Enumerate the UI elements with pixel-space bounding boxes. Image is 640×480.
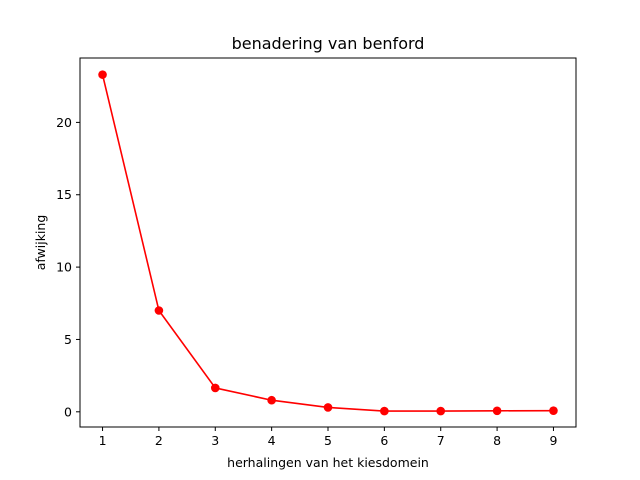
x-tick-label: 7 bbox=[437, 433, 445, 448]
y-tick-label: 15 bbox=[56, 187, 72, 202]
data-point bbox=[380, 406, 389, 416]
x-axis-label: herhalingen van het kiesdomein bbox=[227, 455, 429, 470]
x-tick-label: 8 bbox=[493, 433, 501, 448]
y-axis-label: afwijking bbox=[33, 215, 48, 271]
data-point bbox=[549, 406, 558, 415]
x-tick-label: 4 bbox=[268, 433, 276, 448]
data-point bbox=[267, 395, 276, 405]
y-tick-label: 10 bbox=[56, 260, 72, 275]
data-point bbox=[98, 70, 107, 79]
x-tick-label: 3 bbox=[211, 433, 219, 448]
x-tick-label: 9 bbox=[549, 433, 557, 448]
data-point bbox=[210, 383, 220, 393]
y-tick-label: 0 bbox=[64, 404, 72, 419]
data-point bbox=[492, 406, 502, 416]
x-tick-label: 5 bbox=[324, 433, 332, 448]
data-point bbox=[154, 306, 164, 315]
data-point bbox=[323, 403, 333, 412]
data-point bbox=[436, 406, 446, 416]
x-tick-label: 1 bbox=[99, 433, 107, 448]
x-tick-label: 6 bbox=[380, 433, 388, 448]
y-axis: 0 5 10 15 20 bbox=[56, 115, 80, 419]
x-axis: 1 2 3 4 5 6 7 8 9 bbox=[99, 427, 557, 448]
y-tick-label: 20 bbox=[56, 115, 72, 130]
x-tick-label: 2 bbox=[155, 433, 163, 448]
chart-title: benadering van benford bbox=[232, 34, 425, 53]
plot-area bbox=[98, 70, 558, 416]
y-tick-label: 5 bbox=[64, 332, 72, 347]
